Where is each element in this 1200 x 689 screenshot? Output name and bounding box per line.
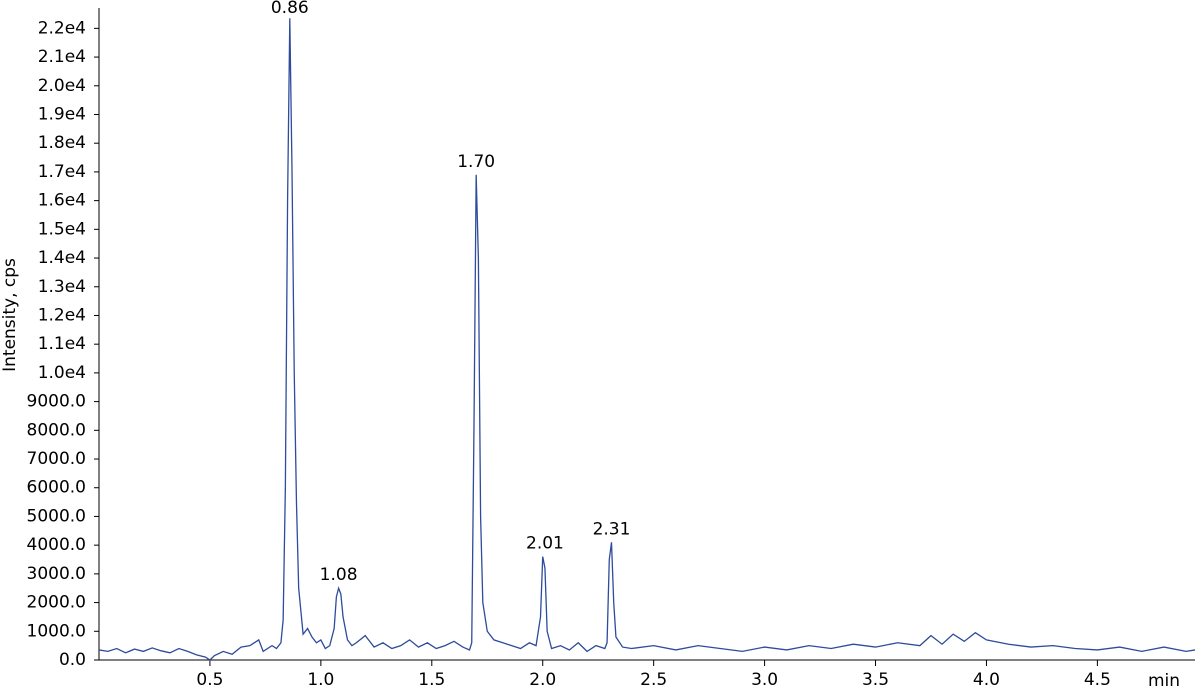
- y-tick-label: 1.7e4: [38, 162, 86, 182]
- y-tick-label: 1.2e4: [38, 305, 86, 325]
- peak-label: 0.86: [271, 0, 309, 18]
- y-tick-label: 9000.0: [27, 392, 86, 412]
- x-tick-label: 3.0: [751, 670, 778, 689]
- x-axis-label: min: [1148, 671, 1180, 689]
- x-tick-label: 2.5: [640, 670, 667, 689]
- x-tick-label: 0.5: [196, 670, 223, 689]
- y-tick-label: 2.2e4: [38, 18, 86, 38]
- y-tick-label: 4000.0: [27, 535, 86, 555]
- peak-label: 2.01: [526, 534, 564, 554]
- y-tick-label: 1.1e4: [38, 334, 86, 354]
- y-tick-label: 1.0e4: [38, 363, 86, 383]
- y-tick-label: 2000.0: [27, 593, 86, 613]
- y-tick-label: 1.8e4: [38, 133, 86, 153]
- y-tick-label: 7000.0: [27, 449, 86, 469]
- x-tick-label: 1.5: [418, 670, 445, 689]
- y-tick-label: 1.4e4: [38, 248, 86, 268]
- y-tick-label: 2.1e4: [38, 47, 86, 67]
- trace-line: [98, 18, 1196, 661]
- y-tick-label: 1.9e4: [38, 104, 86, 124]
- x-tick-label: 3.5: [862, 670, 889, 689]
- y-axis-label: Intensity, cps: [0, 258, 20, 372]
- peak-label: 1.70: [457, 152, 495, 172]
- peak-label: 2.31: [593, 519, 631, 539]
- y-tick-label: 6000.0: [27, 478, 86, 498]
- y-tick-label: 2.0e4: [38, 76, 86, 96]
- y-tick-label: 5000.0: [27, 506, 86, 526]
- x-tick-label: 4.5: [1084, 670, 1111, 689]
- y-tick-label: 8000.0: [27, 420, 86, 440]
- y-tick-label: 1.3e4: [38, 277, 86, 297]
- x-tick-label: 2.0: [529, 670, 556, 689]
- x-tick-label: 1.0: [307, 670, 334, 689]
- y-tick-label: 1000.0: [27, 621, 86, 641]
- y-tick-label: 1.5e4: [38, 219, 86, 239]
- y-tick-label: 0.0: [59, 650, 86, 670]
- y-tick-label: 1.6e4: [38, 191, 86, 211]
- y-tick-label: 3000.0: [27, 564, 86, 584]
- peak-label: 1.08: [320, 565, 358, 585]
- x-tick-label: 4.0: [973, 670, 1000, 689]
